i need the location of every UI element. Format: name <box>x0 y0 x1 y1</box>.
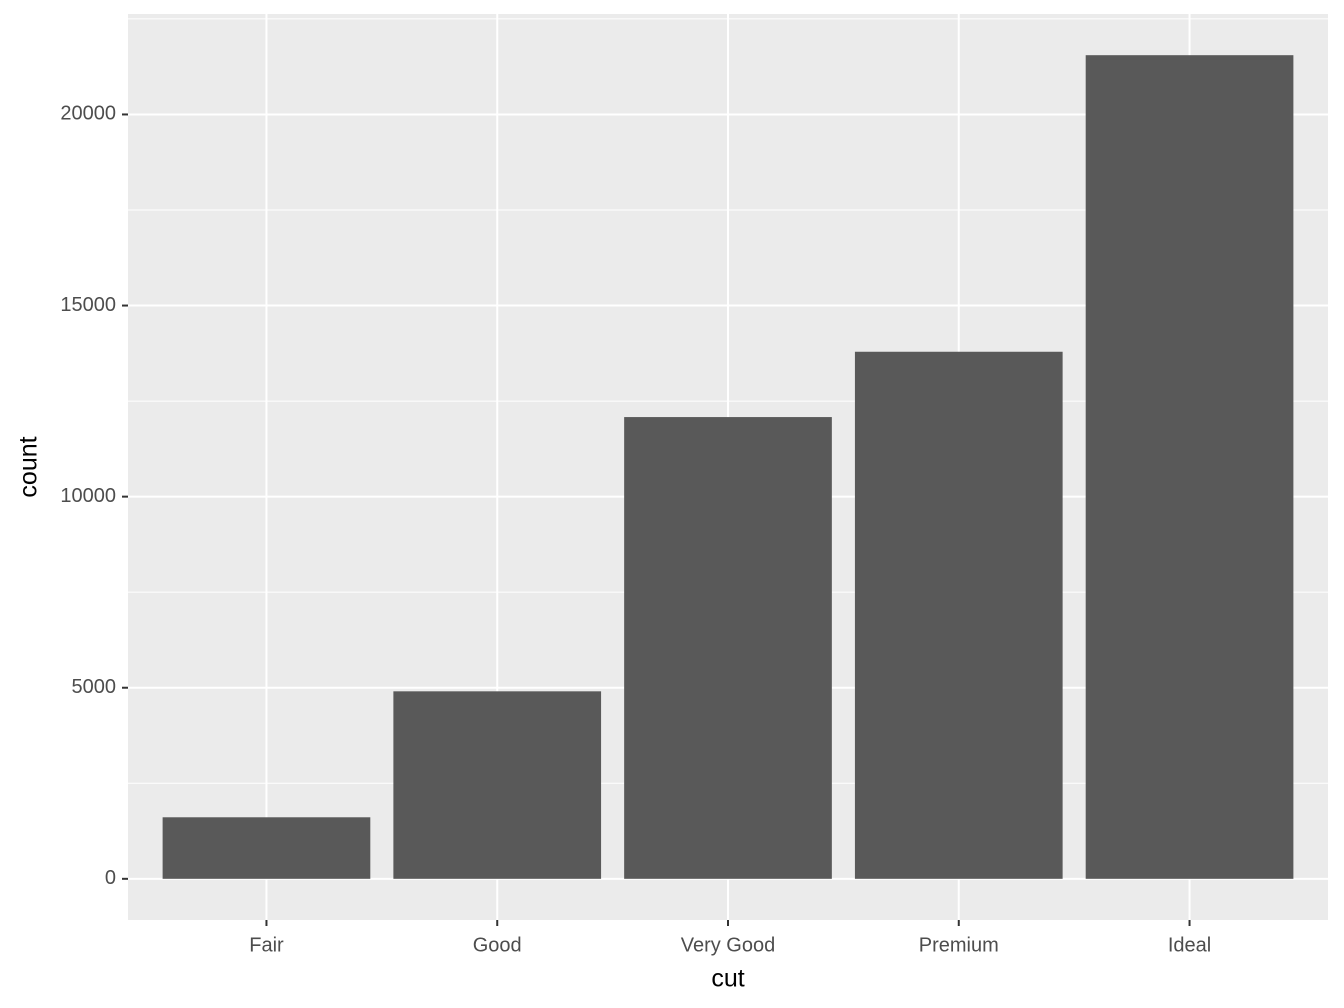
y-tick-label: 10000 <box>60 485 116 507</box>
x-tick-label: Very Good <box>681 934 776 956</box>
bar <box>162 817 371 879</box>
x-tick-label: Fair <box>249 934 284 956</box>
bar <box>1085 55 1294 879</box>
x-tick-label: Premium <box>919 934 999 956</box>
y-axis-title: count <box>15 436 43 497</box>
y-tick-label: 20000 <box>60 103 116 125</box>
y-tick-label: 15000 <box>60 294 116 316</box>
bar <box>393 691 602 879</box>
x-tick-label: Ideal <box>1168 934 1211 956</box>
x-axis-title: cut <box>711 965 744 993</box>
bar <box>854 351 1063 879</box>
bar <box>624 417 832 879</box>
y-tick-label: 5000 <box>72 676 117 698</box>
y-tick-label: 0 <box>105 867 116 889</box>
x-tick-label: Good <box>473 934 522 956</box>
